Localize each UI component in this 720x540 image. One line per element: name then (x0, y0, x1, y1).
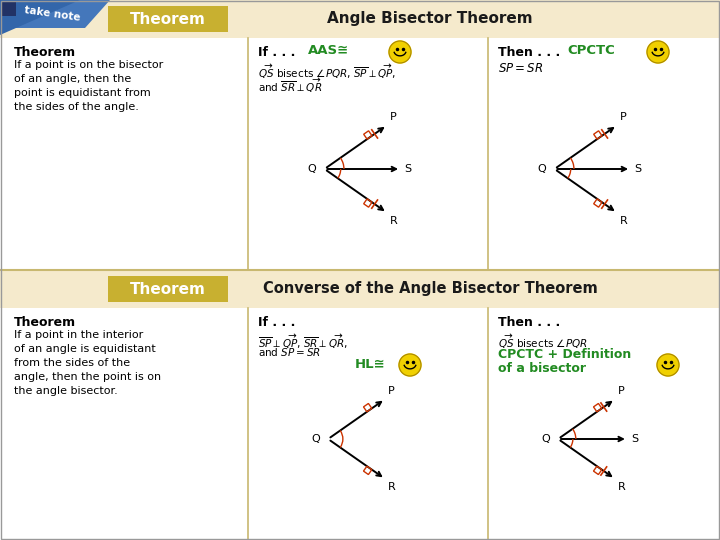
Text: CPCTC: CPCTC (567, 44, 615, 57)
Circle shape (389, 41, 411, 63)
Text: If . . .: If . . . (258, 316, 295, 329)
Text: Q: Q (307, 164, 317, 174)
Text: Then . . .: Then . . . (498, 316, 560, 329)
Text: take note: take note (23, 5, 81, 23)
Text: Then . . .: Then . . . (498, 46, 560, 59)
Text: from the sides of the: from the sides of the (14, 358, 130, 368)
Text: Q: Q (538, 164, 546, 174)
Polygon shape (0, 0, 80, 35)
Circle shape (647, 41, 669, 63)
Text: of a bisector: of a bisector (498, 362, 586, 375)
Text: angle, then the point is on: angle, then the point is on (14, 372, 161, 382)
Text: Theorem: Theorem (130, 281, 206, 296)
Text: Theorem: Theorem (14, 46, 76, 59)
Text: AAS≅: AAS≅ (308, 44, 349, 57)
Text: R: R (618, 482, 626, 492)
Circle shape (657, 354, 679, 376)
Text: Theorem: Theorem (14, 316, 76, 329)
Text: R: R (390, 216, 398, 226)
Text: P: P (390, 112, 397, 122)
FancyBboxPatch shape (108, 276, 228, 302)
FancyBboxPatch shape (108, 6, 228, 32)
Text: Q: Q (311, 434, 320, 444)
Text: $\overline{SP}\perp\overrightarrow{QP}$, $\overline{SR}\perp\overrightarrow{QR}$: $\overline{SP}\perp\overrightarrow{QP}$,… (258, 332, 348, 350)
Text: P: P (620, 112, 627, 122)
Text: P: P (618, 386, 625, 396)
Text: the sides of the angle.: the sides of the angle. (14, 102, 139, 112)
FancyBboxPatch shape (0, 270, 720, 308)
Text: If a point in the interior: If a point in the interior (14, 330, 143, 340)
Text: Q: Q (541, 434, 550, 444)
Text: Converse of the Angle Bisector Theorem: Converse of the Angle Bisector Theorem (263, 281, 598, 296)
Text: S: S (634, 164, 641, 174)
Text: S: S (404, 164, 411, 174)
Text: R: R (620, 216, 628, 226)
Text: S: S (631, 434, 638, 444)
FancyBboxPatch shape (2, 2, 16, 16)
Text: HL≅: HL≅ (355, 358, 386, 371)
FancyBboxPatch shape (0, 0, 720, 38)
Text: $\overrightarrow{QS}$ bisects $\angle PQR$, $\overline{SP}\perp\overrightarrow{Q: $\overrightarrow{QS}$ bisects $\angle PQ… (258, 62, 396, 80)
Text: P: P (388, 386, 395, 396)
Text: If a point is on the bisector: If a point is on the bisector (14, 60, 163, 70)
Text: If . . .: If . . . (258, 46, 295, 59)
Text: $\overrightarrow{QS}$ bisects $\angle PQR$: $\overrightarrow{QS}$ bisects $\angle PQ… (498, 332, 588, 350)
Text: of an angle, then the: of an angle, then the (14, 74, 131, 84)
Polygon shape (0, 0, 110, 28)
Text: Angle Bisector Theorem: Angle Bisector Theorem (327, 11, 533, 26)
Text: and $\overline{SR}\perp\overrightarrow{QR}$: and $\overline{SR}\perp\overrightarrow{Q… (258, 76, 323, 94)
Text: point is equidistant from: point is equidistant from (14, 88, 150, 98)
Text: and $SP = SR$: and $SP = SR$ (258, 346, 321, 358)
Text: R: R (388, 482, 396, 492)
Text: of an angle is equidistant: of an angle is equidistant (14, 344, 156, 354)
Text: the angle bisector.: the angle bisector. (14, 386, 118, 396)
Text: Theorem: Theorem (130, 11, 206, 26)
Circle shape (399, 354, 421, 376)
Text: $SP = SR$: $SP = SR$ (498, 62, 544, 75)
Text: CPCTC + Definition: CPCTC + Definition (498, 348, 631, 361)
